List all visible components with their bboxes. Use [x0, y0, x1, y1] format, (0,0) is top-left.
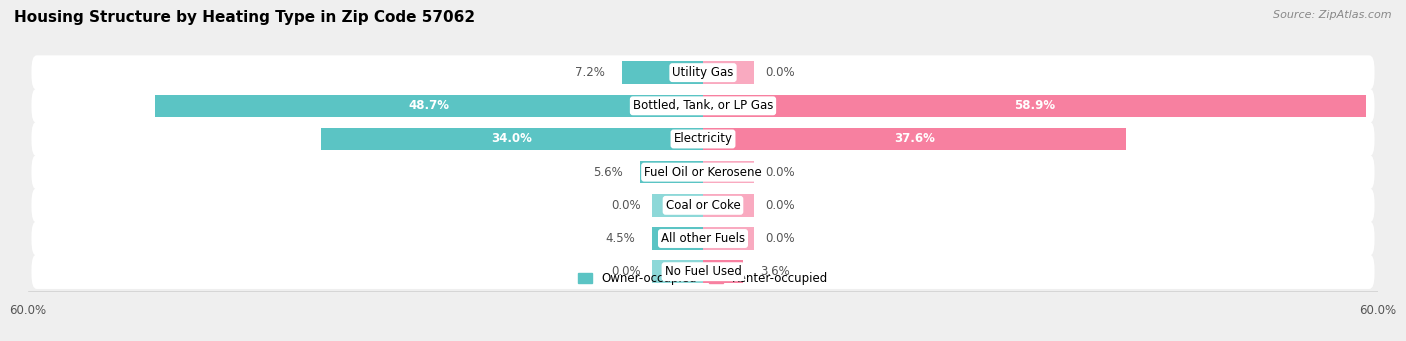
Text: 0.0%: 0.0%	[765, 66, 794, 79]
Text: No Fuel Used: No Fuel Used	[665, 265, 741, 278]
Text: 37.6%: 37.6%	[894, 133, 935, 146]
Text: Electricity: Electricity	[673, 133, 733, 146]
Bar	[703, 161, 754, 183]
Text: 0.0%: 0.0%	[612, 199, 641, 212]
Legend: Owner-occupied, Renter-occupied: Owner-occupied, Renter-occupied	[572, 267, 834, 290]
Bar	[703, 128, 1126, 150]
Bar	[703, 94, 1365, 117]
FancyBboxPatch shape	[31, 188, 1375, 223]
Bar	[703, 194, 754, 217]
Text: All other Fuels: All other Fuels	[661, 232, 745, 245]
FancyBboxPatch shape	[31, 55, 1375, 90]
Text: 5.6%: 5.6%	[593, 166, 623, 179]
Text: 3.6%: 3.6%	[761, 265, 790, 278]
Text: 34.0%: 34.0%	[491, 133, 533, 146]
Bar	[621, 61, 703, 84]
Text: 0.0%: 0.0%	[765, 199, 794, 212]
Text: 58.9%: 58.9%	[1014, 99, 1054, 112]
Text: Bottled, Tank, or LP Gas: Bottled, Tank, or LP Gas	[633, 99, 773, 112]
FancyBboxPatch shape	[31, 122, 1375, 156]
Bar	[155, 94, 703, 117]
Text: 4.5%: 4.5%	[606, 232, 636, 245]
FancyBboxPatch shape	[31, 155, 1375, 189]
FancyBboxPatch shape	[31, 254, 1375, 289]
Bar	[640, 161, 703, 183]
Text: Utility Gas: Utility Gas	[672, 66, 734, 79]
Bar	[321, 128, 703, 150]
Bar	[703, 227, 754, 250]
Text: 48.7%: 48.7%	[409, 99, 450, 112]
Text: Housing Structure by Heating Type in Zip Code 57062: Housing Structure by Heating Type in Zip…	[14, 10, 475, 25]
Text: Fuel Oil or Kerosene: Fuel Oil or Kerosene	[644, 166, 762, 179]
FancyBboxPatch shape	[31, 221, 1375, 256]
Text: Coal or Coke: Coal or Coke	[665, 199, 741, 212]
Bar	[703, 61, 754, 84]
Text: Source: ZipAtlas.com: Source: ZipAtlas.com	[1274, 10, 1392, 20]
Text: 0.0%: 0.0%	[612, 265, 641, 278]
FancyBboxPatch shape	[31, 89, 1375, 123]
Text: 7.2%: 7.2%	[575, 66, 605, 79]
Bar	[652, 261, 703, 283]
Bar	[652, 194, 703, 217]
Bar	[703, 261, 744, 283]
Bar	[652, 227, 703, 250]
Text: 0.0%: 0.0%	[765, 232, 794, 245]
Text: 0.0%: 0.0%	[765, 166, 794, 179]
